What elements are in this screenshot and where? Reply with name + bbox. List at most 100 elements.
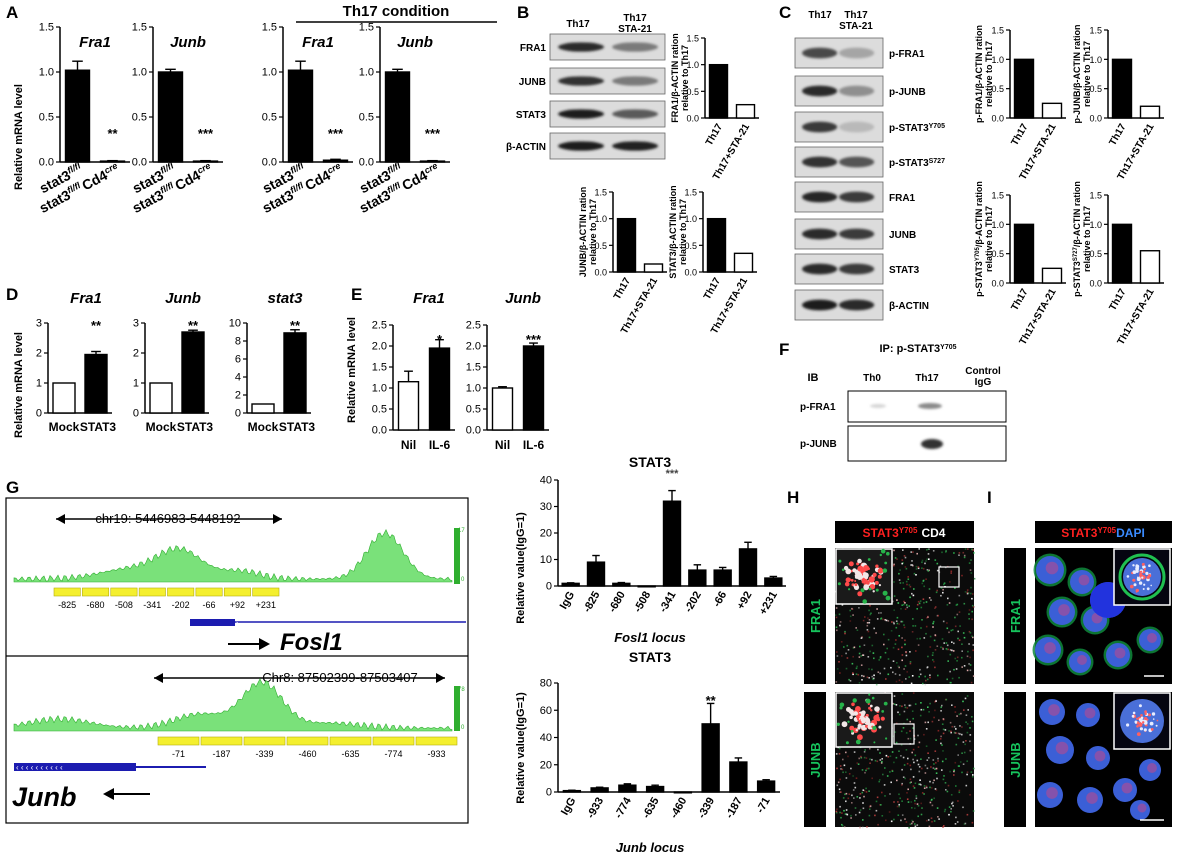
h-dot bbox=[839, 811, 841, 814]
h-dot bbox=[873, 677, 875, 680]
h-dot bbox=[947, 648, 950, 651]
h-dot bbox=[904, 818, 906, 820]
h-dot bbox=[893, 549, 895, 552]
i-inset-dot bbox=[1136, 717, 1139, 720]
junb-primer-box bbox=[372, 736, 415, 746]
b-chart1-ytick-label: 0.5 bbox=[594, 241, 607, 251]
h-dot bbox=[862, 819, 864, 821]
d-chart-title: Junb bbox=[165, 290, 201, 307]
i-inset-dot bbox=[1139, 572, 1142, 576]
h-dot bbox=[836, 767, 838, 770]
d-chart2-ytick-label: 6 bbox=[235, 354, 241, 366]
d-xcat: Mock bbox=[248, 420, 279, 434]
h-dot bbox=[901, 562, 903, 565]
h-dot bbox=[855, 673, 858, 675]
h-dot bbox=[895, 741, 898, 744]
h-dot bbox=[912, 692, 915, 694]
h-dot bbox=[920, 708, 923, 711]
h-dot bbox=[836, 655, 839, 657]
h-dot bbox=[836, 651, 838, 653]
h-dot bbox=[970, 572, 973, 574]
b-chart-ylabel2: relative to Th17 bbox=[678, 199, 688, 265]
c-chart2-bar bbox=[1041, 267, 1063, 284]
h-dot bbox=[888, 811, 891, 813]
h-dot bbox=[965, 714, 968, 716]
h-dot bbox=[898, 793, 900, 796]
h-dot bbox=[965, 740, 967, 742]
h-inset-dot bbox=[865, 718, 869, 721]
h-dot bbox=[849, 680, 852, 682]
h-dot bbox=[950, 570, 953, 573]
h-dot bbox=[907, 576, 909, 578]
h-inset-dot bbox=[874, 580, 879, 585]
h-dot bbox=[918, 766, 921, 768]
h-dot bbox=[954, 706, 956, 708]
h-dot bbox=[964, 822, 967, 825]
d-chart2-ytick-label: 10 bbox=[229, 318, 241, 330]
h-dot bbox=[868, 814, 871, 817]
h-dot bbox=[923, 785, 926, 787]
h-dot bbox=[845, 751, 847, 754]
h-dot bbox=[901, 620, 904, 623]
h-dot bbox=[948, 730, 950, 732]
b-chart-ylabel2: relative to Th17 bbox=[588, 199, 598, 265]
h-dot bbox=[919, 779, 921, 781]
h-inset-green bbox=[868, 587, 872, 591]
h-dot bbox=[941, 551, 943, 554]
fosl1-primer-label: +231 bbox=[256, 600, 276, 610]
h-dot bbox=[898, 666, 900, 669]
h-dot bbox=[872, 678, 875, 681]
h-dot bbox=[898, 623, 900, 625]
i-inset-dot bbox=[1131, 714, 1135, 718]
h-dot bbox=[958, 789, 961, 792]
h-dot bbox=[942, 647, 944, 649]
h-dot bbox=[958, 639, 961, 641]
h-dot bbox=[902, 776, 905, 778]
h-dot bbox=[901, 646, 903, 649]
chip1-bar bbox=[637, 585, 656, 588]
c-chart1-ytick-label: 1.0 bbox=[1089, 55, 1102, 65]
h-dot bbox=[911, 631, 914, 633]
d-chart2-bar bbox=[283, 332, 307, 414]
h-dot bbox=[910, 801, 913, 803]
h-dot bbox=[901, 654, 904, 656]
h-dot bbox=[894, 643, 897, 645]
h-dot bbox=[920, 606, 923, 609]
h-dot bbox=[922, 598, 925, 600]
h-dot bbox=[942, 718, 945, 720]
chip2-xtick: -933 bbox=[585, 796, 606, 821]
chip1-bar bbox=[688, 569, 707, 587]
h-dot bbox=[938, 719, 940, 721]
h-dot bbox=[948, 602, 951, 604]
h-dot bbox=[942, 732, 945, 735]
fosl1-primer-label: -341 bbox=[143, 600, 161, 610]
h-inset-green bbox=[880, 548, 886, 554]
western-blot-c: p-FRA1p-JUNBp-STAT3Y705p-STAT3S727FRA1JU… bbox=[794, 37, 945, 321]
chip1-ytick-label: 30 bbox=[540, 501, 552, 513]
h-dot bbox=[950, 572, 952, 574]
i-cell-junb-stat3 bbox=[1055, 741, 1069, 755]
h-dot bbox=[898, 572, 900, 575]
h-dot bbox=[883, 784, 886, 786]
ip-label: IP: p-STAT3Y705 bbox=[879, 343, 956, 355]
h-dot bbox=[921, 792, 924, 794]
h-header: STAT3Y705 CD4 bbox=[863, 526, 946, 541]
h-dot bbox=[891, 621, 893, 623]
h-dot bbox=[881, 758, 883, 760]
h-dot bbox=[892, 660, 895, 662]
h-dot bbox=[966, 723, 969, 725]
h-dot bbox=[927, 721, 929, 724]
h-dot bbox=[868, 790, 870, 792]
h-dot bbox=[869, 650, 871, 653]
h-dot bbox=[836, 784, 839, 787]
h-dot bbox=[898, 713, 901, 716]
h-dot bbox=[907, 801, 910, 803]
h-dot bbox=[917, 763, 920, 766]
h-dot bbox=[904, 665, 907, 667]
d-xcat: Mock bbox=[146, 420, 177, 434]
h-dot bbox=[866, 624, 869, 627]
h-dot bbox=[958, 552, 961, 554]
h-dot bbox=[847, 755, 849, 758]
i-inset-dot bbox=[1126, 723, 1130, 727]
